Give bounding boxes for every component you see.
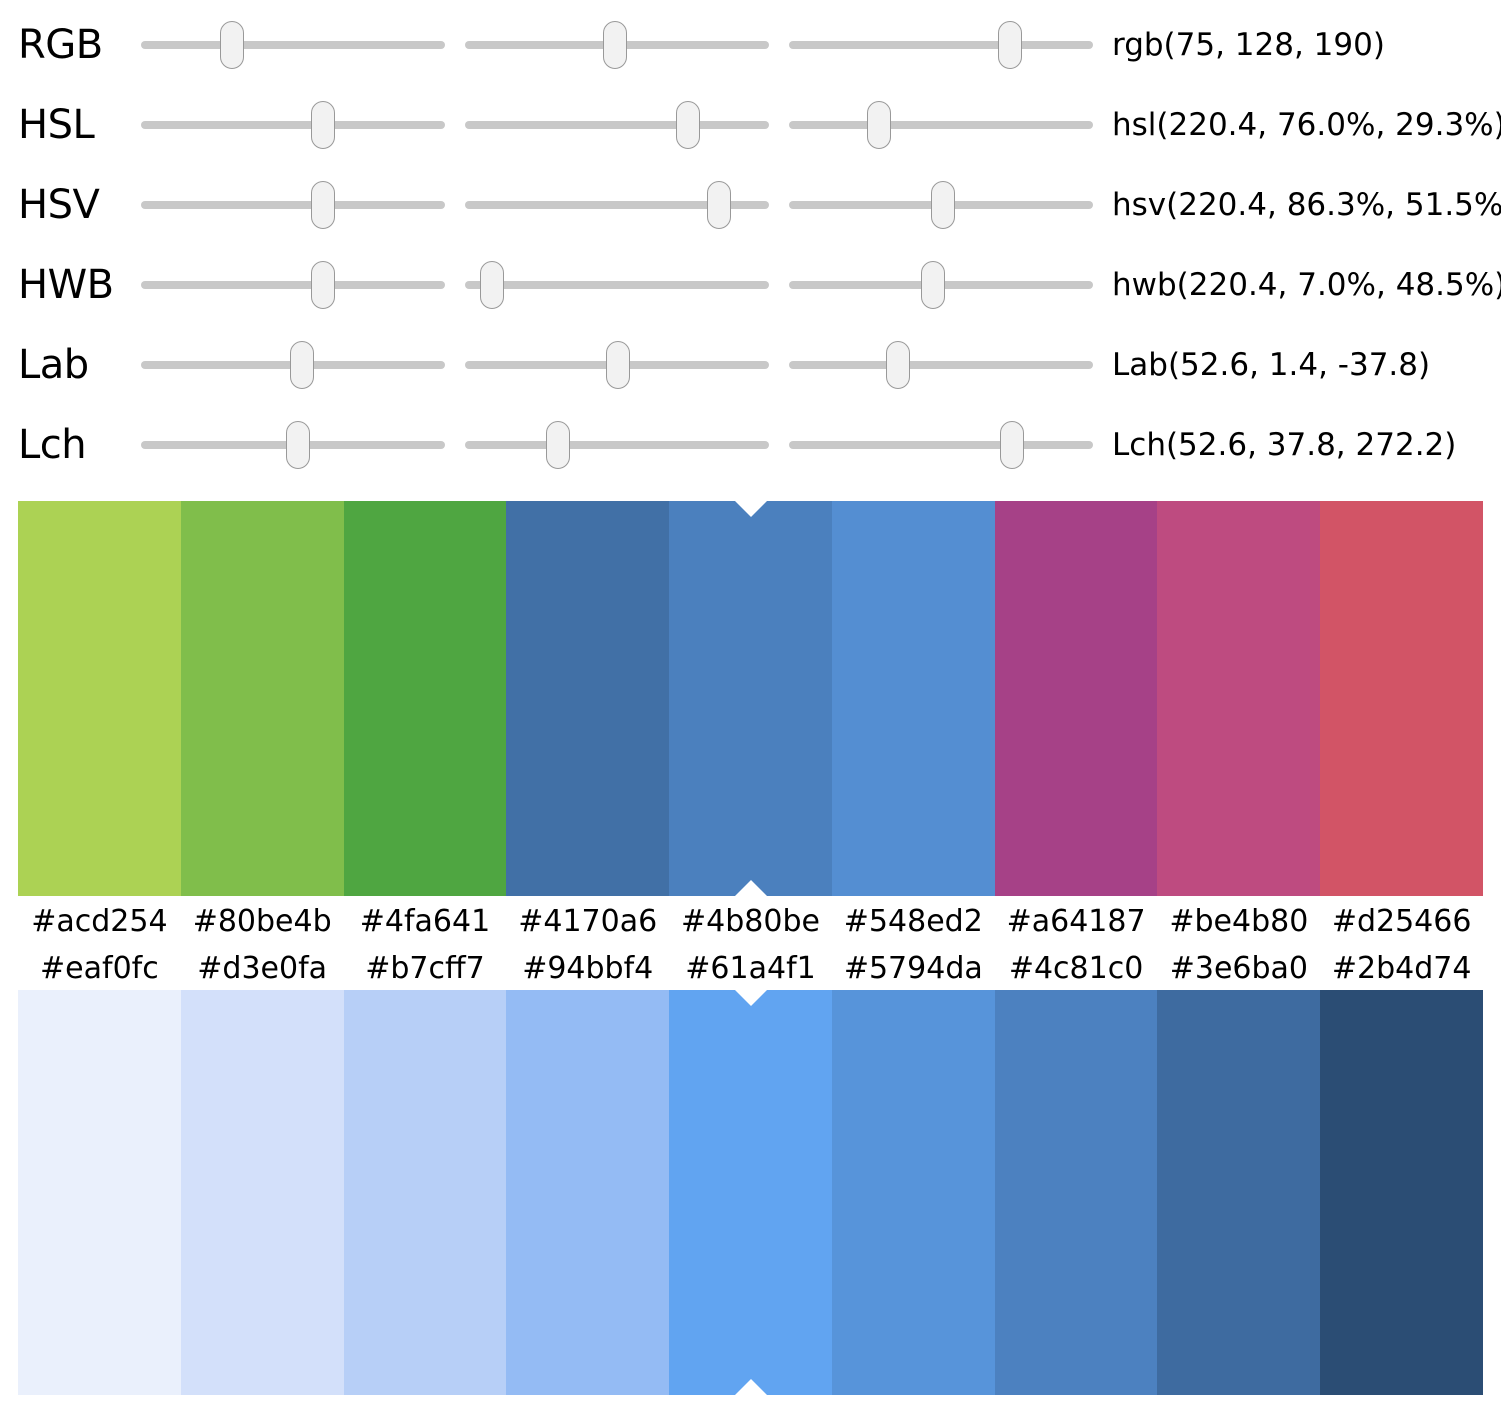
palette-bottom-hex-label: #3e6ba0 xyxy=(1169,951,1308,986)
palette-bottom-hex-label: #2b4d74 xyxy=(1331,951,1472,986)
slider-row-label-hsl: HSL xyxy=(18,102,95,148)
slider-thumb-lab-b[interactable] xyxy=(886,341,910,389)
slider-thumb-rgb-b[interactable] xyxy=(998,21,1022,69)
slider-track-rgb-r[interactable] xyxy=(141,41,445,49)
palette-top-swatch[interactable] xyxy=(180,501,344,896)
palette-top-swatch[interactable] xyxy=(343,501,507,896)
palette-top-hex-label: #4b80be xyxy=(681,904,820,939)
palette-bottom-hex-label: #94bbf4 xyxy=(522,951,654,986)
palette-bottom-hex-label: #5794da xyxy=(843,951,983,986)
slider-track-hwb-h[interactable] xyxy=(141,281,445,289)
palette-bottom-swatch[interactable] xyxy=(831,990,995,1395)
slider-row-label-rgb: RGB xyxy=(18,22,103,68)
palette-bottom-hex-label: #eaf0fc xyxy=(40,951,159,986)
palette-bottom-swatch[interactable] xyxy=(506,990,670,1395)
palette-top-hex-label: #548ed2 xyxy=(843,904,983,939)
palette-top-hex-label: #80be4b xyxy=(192,904,332,939)
slider-row-lab: Lab Lab(52.6, 1.4, -37.8) xyxy=(0,325,1501,405)
slider-value-hsl: hsl(220.4, 76.0%, 29.3%) xyxy=(1112,107,1501,143)
palette-top-swatch[interactable] xyxy=(994,501,1158,896)
slider-thumb-hwb-h[interactable] xyxy=(311,261,335,309)
palette-bottom-hex-label: #b7cff7 xyxy=(365,951,485,986)
hex-labels-bottom: #eaf0fc #d3e0fa #b7cff7 #94bbf4 #61a4f1 #5794… xyxy=(18,945,1483,993)
slider-thumb-hwb-w[interactable] xyxy=(480,261,504,309)
palette-bottom xyxy=(18,990,1484,1395)
selection-notch-top-icon xyxy=(734,501,767,517)
palette-top-swatch[interactable] xyxy=(506,501,670,896)
slider-track-lab-b[interactable] xyxy=(789,361,1093,369)
palette-bottom-hex-label: #d3e0fa xyxy=(197,951,328,986)
slider-track-hwb-w[interactable] xyxy=(465,281,769,289)
slider-thumb-hsl-h[interactable] xyxy=(311,101,335,149)
palette-top-hex-label: #acd254 xyxy=(31,904,168,939)
slider-value-lch: Lch(52.6, 37.8, 272.2) xyxy=(1112,427,1457,463)
selection-notch-bottom-icon xyxy=(734,1379,767,1395)
slider-value-lab: Lab(52.6, 1.4, -37.8) xyxy=(1112,347,1431,383)
slider-track-hsl-l[interactable] xyxy=(789,121,1093,129)
slider-thumb-hsv-s[interactable] xyxy=(707,181,731,229)
slider-track-hsl-h[interactable] xyxy=(141,121,445,129)
slider-thumb-hsl-s[interactable] xyxy=(676,101,700,149)
slider-thumb-lch-l[interactable] xyxy=(286,421,310,469)
hex-labels-top: #acd254 #80be4b #4fa641 #4170a6 #4b80be #548e… xyxy=(18,898,1483,946)
palette-bottom-swatch-selected[interactable] xyxy=(669,990,832,1395)
slider-thumb-hwb-b[interactable] xyxy=(921,261,945,309)
palette-top-hex-label: #a64187 xyxy=(1006,904,1146,939)
selection-notch-top-icon xyxy=(734,990,767,1006)
slider-track-rgb-b[interactable] xyxy=(789,41,1093,49)
palette-top-swatch[interactable] xyxy=(831,501,995,896)
palette-top-swatch[interactable] xyxy=(1320,501,1484,896)
palette-top-hex-label: #d25466 xyxy=(1331,904,1472,939)
palette-bottom-swatch[interactable] xyxy=(18,990,181,1395)
palette-top-hex-label: #be4b80 xyxy=(1169,904,1309,939)
slider-thumb-hsv-h[interactable] xyxy=(311,181,335,229)
palette-top xyxy=(18,501,1484,896)
slider-row-hsv: HSV hsv(220.4, 86.3%, 51.5%) xyxy=(0,165,1501,245)
slider-row-label-lab: Lab xyxy=(18,342,89,388)
slider-track-hsv-s[interactable] xyxy=(465,201,769,209)
slider-track-lch-c[interactable] xyxy=(465,441,769,449)
palette-bottom-swatch[interactable] xyxy=(343,990,507,1395)
slider-thumb-hsl-l[interactable] xyxy=(867,101,891,149)
palette-top-hex-label: #4fa641 xyxy=(359,904,491,939)
slider-value-hsv: hsv(220.4, 86.3%, 51.5%) xyxy=(1112,187,1501,223)
slider-thumb-lch-c[interactable] xyxy=(546,421,570,469)
slider-thumb-rgb-g[interactable] xyxy=(603,21,627,69)
palette-bottom-swatch[interactable] xyxy=(994,990,1158,1395)
slider-track-lch-h[interactable] xyxy=(789,441,1093,449)
slider-thumb-hsv-v[interactable] xyxy=(931,181,955,229)
palette-bottom-swatch[interactable] xyxy=(1320,990,1484,1395)
slider-row-label-lch: Lch xyxy=(18,422,87,468)
palette-top-swatch-selected[interactable] xyxy=(669,501,832,896)
selection-notch-bottom-icon xyxy=(734,880,767,896)
slider-row-label-hsv: HSV xyxy=(18,182,100,228)
palette-bottom-hex-label: #61a4f1 xyxy=(685,951,816,986)
slider-thumb-rgb-r[interactable] xyxy=(220,21,244,69)
palette-top-swatch[interactable] xyxy=(18,501,181,896)
slider-track-hsl-s[interactable] xyxy=(465,121,769,129)
palette-bottom-hex-label: #4c81c0 xyxy=(1008,951,1144,986)
color-space-slider-panel: RGB rgb(75, 128, 190) HSL hsl(220.4, 76.0%,… xyxy=(0,0,1501,490)
palette-bottom-swatch[interactable] xyxy=(180,990,344,1395)
slider-row-rgb: RGB rgb(75, 128, 190) xyxy=(0,5,1501,85)
slider-row-hsl: HSL hsl(220.4, 76.0%, 29.3%) xyxy=(0,85,1501,165)
palette-top-hex-label: #4170a6 xyxy=(518,904,658,939)
slider-value-rgb: rgb(75, 128, 190) xyxy=(1112,27,1385,63)
slider-row-hwb: HWB hwb(220.4, 7.0%, 48.5%) xyxy=(0,245,1501,325)
slider-thumb-lch-h[interactable] xyxy=(1000,421,1024,469)
palette-top-swatch[interactable] xyxy=(1157,501,1321,896)
slider-thumb-lab-l[interactable] xyxy=(290,341,314,389)
slider-row-label-hwb: HWB xyxy=(18,262,114,308)
slider-track-hsv-h[interactable] xyxy=(141,201,445,209)
slider-value-hwb: hwb(220.4, 7.0%, 48.5%) xyxy=(1112,267,1501,303)
slider-row-lch: Lch Lch(52.6, 37.8, 272.2) xyxy=(0,405,1501,485)
slider-thumb-lab-a[interactable] xyxy=(606,341,630,389)
palette-bottom-swatch[interactable] xyxy=(1157,990,1321,1395)
